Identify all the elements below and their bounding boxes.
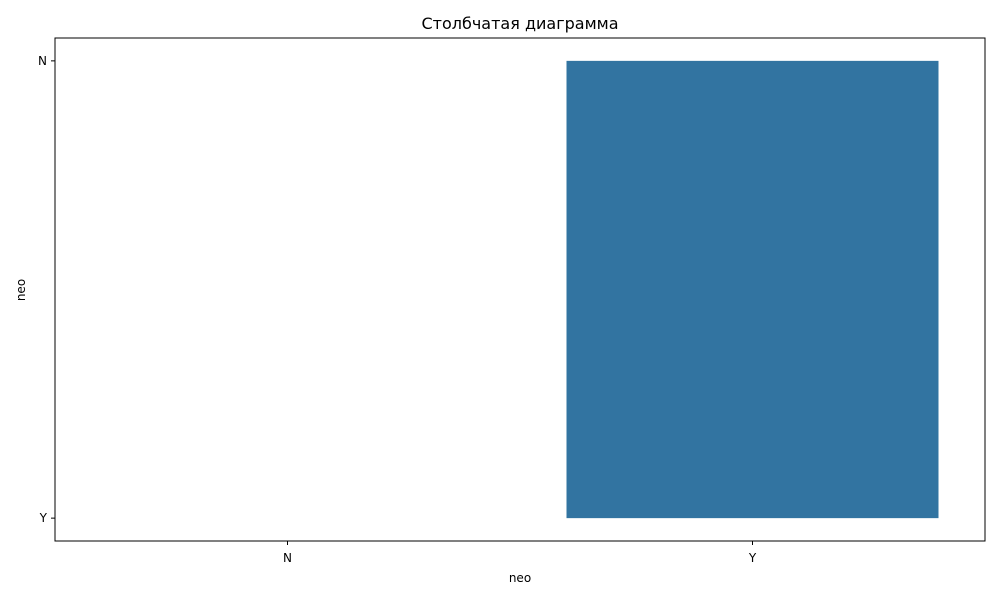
chart-title: Столбчатая диаграмма	[421, 14, 618, 33]
x-axis-label: neo	[509, 571, 531, 585]
y-tick-label: Y	[39, 511, 48, 525]
x-tick-label: Y	[748, 551, 757, 565]
plot-area-frame	[54, 37, 986, 542]
y-axis-ticks: YN	[38, 54, 55, 525]
bar-y	[566, 60, 939, 519]
x-tick-label: N	[283, 551, 292, 565]
bars-layer	[566, 60, 939, 519]
y-axis-label: neo	[14, 279, 28, 301]
y-tick-label: N	[38, 54, 47, 68]
